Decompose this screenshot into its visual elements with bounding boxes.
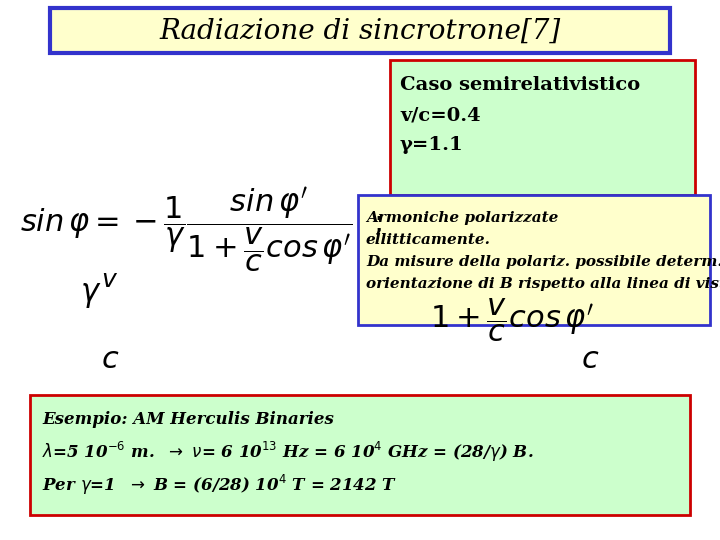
FancyBboxPatch shape: [30, 395, 690, 515]
Text: $1 + \dfrac{v}{c}\mathit{cos}\,\varphi'$: $1 + \dfrac{v}{c}\mathit{cos}\,\varphi'$: [430, 296, 594, 344]
Text: Da misure della polariz. possibile determ.: Da misure della polariz. possibile deter…: [366, 255, 720, 269]
Text: Radiazione di sincrotrone[7]: Radiazione di sincrotrone[7]: [159, 17, 561, 44]
Text: ellitticamente.: ellitticamente.: [366, 233, 491, 247]
Text: $\mathit{cos}\,\varphi'$  +: $\mathit{cos}\,\varphi'$ +: [390, 183, 484, 208]
FancyBboxPatch shape: [358, 195, 710, 325]
Text: Caso semirelativistico: Caso semirelativistico: [400, 76, 640, 94]
Text: γ=1.1: γ=1.1: [400, 136, 464, 154]
Text: $c$: $c$: [101, 346, 120, 375]
FancyBboxPatch shape: [390, 60, 695, 195]
Text: $c$: $c$: [581, 346, 599, 375]
Text: Esempio: AM Herculis Binaries: Esempio: AM Herculis Binaries: [42, 411, 334, 429]
Text: orientazione di B rispetto alla linea di vista: orientazione di B rispetto alla linea di…: [366, 277, 720, 291]
Text: v/c=0.4: v/c=0.4: [400, 106, 481, 124]
Text: $\mathit{sin}\,\varphi = -\dfrac{1}{\gamma}\dfrac{\mathit{sin}\,\varphi'}{1+\dfr: $\mathit{sin}\,\varphi = -\dfrac{1}{\gam…: [20, 185, 382, 274]
FancyBboxPatch shape: [50, 8, 670, 53]
Text: $\lambda$=5 10$^{-6}$ m.  $\rightarrow$ $\nu$= 6 10$^{13}$ Hz = 6 10$^{4}$ GHz =: $\lambda$=5 10$^{-6}$ m. $\rightarrow$ $…: [42, 440, 534, 464]
Text: $\gamma$: $\gamma$: [80, 280, 102, 309]
Text: Per $\gamma$=1  $\rightarrow$ B = (6/28) 10$^{4}$ T = 2142 T: Per $\gamma$=1 $\rightarrow$ B = (6/28) …: [42, 473, 397, 497]
Text: $v$: $v$: [102, 268, 119, 292]
Text: Armoniche polarizzate: Armoniche polarizzate: [366, 211, 559, 225]
